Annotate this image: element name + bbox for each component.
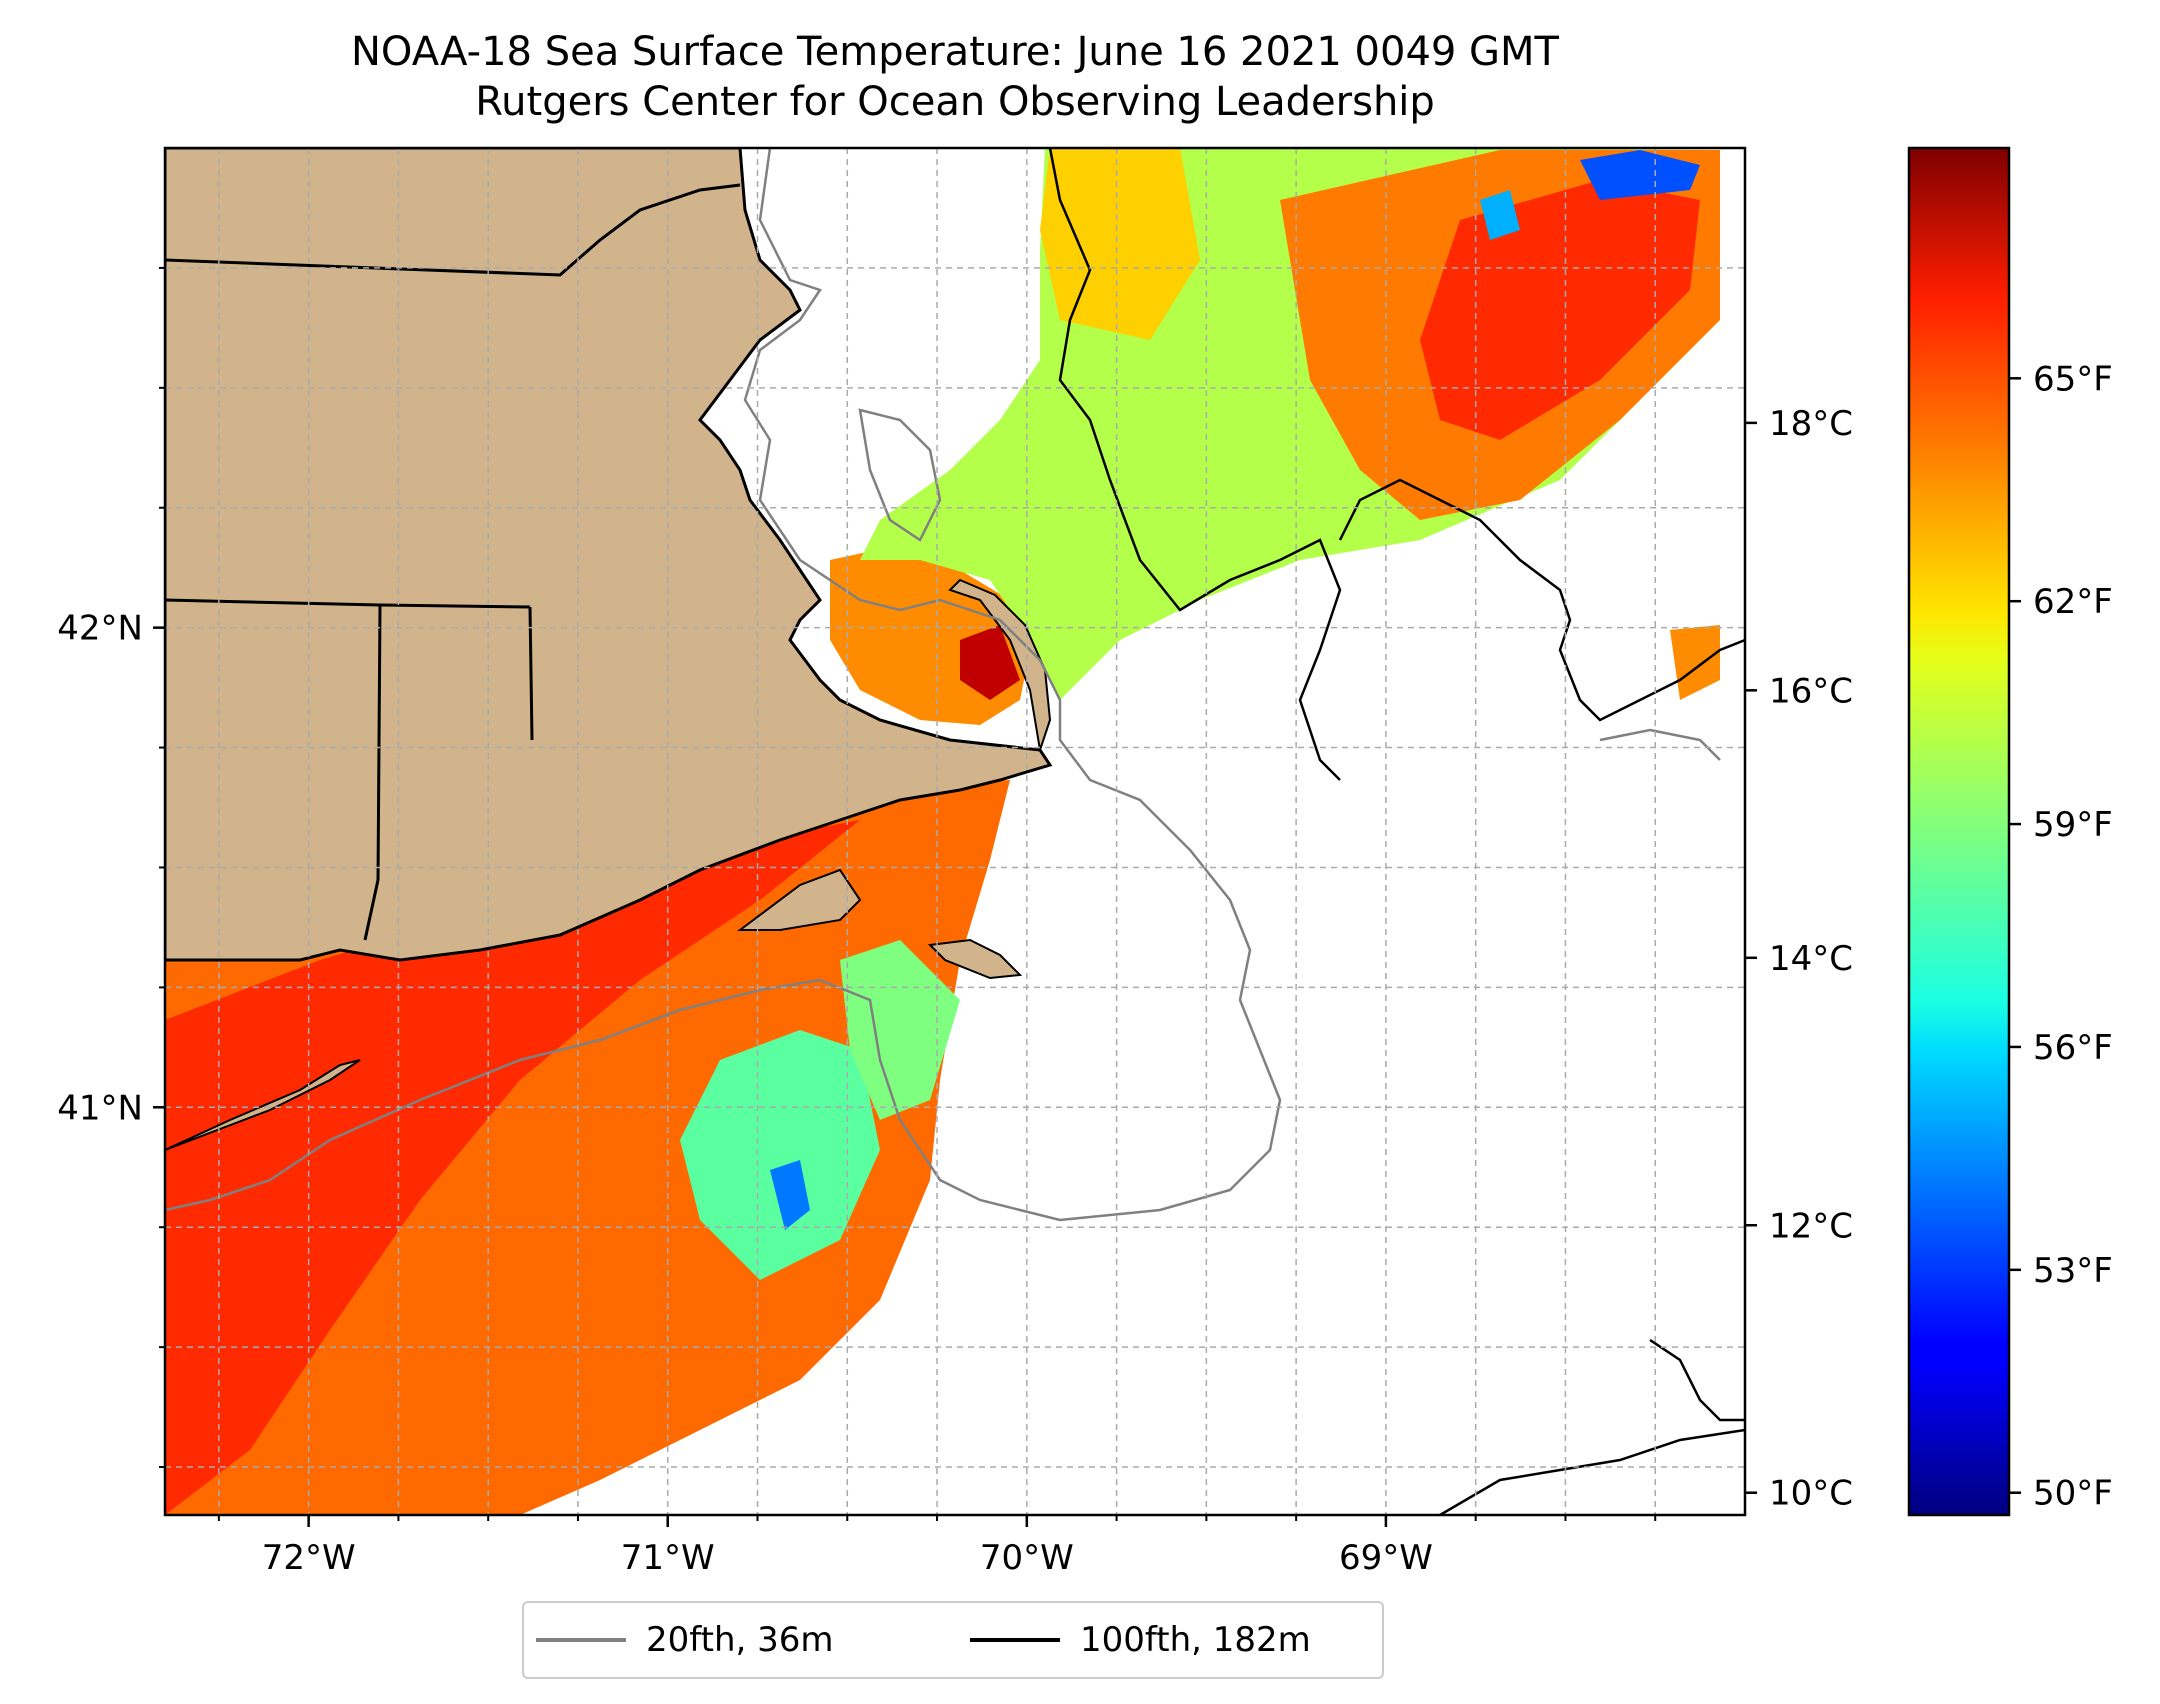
sst-cold-1 [1580, 150, 1700, 200]
colorbar-f-label: 65°F [2033, 359, 2113, 399]
colorbar-f-label: 56°F [2033, 1028, 2113, 1068]
sst-bay-hot [960, 625, 1020, 700]
axis-ticks: 72°W 71°W 70°W 69°W 42°N 41°N [57, 266, 1657, 1578]
lon-tick-label: 69°W [1339, 1538, 1433, 1578]
nantucket [927, 938, 1023, 980]
legend-item-20fth: 20fth, 36m [536, 1603, 834, 1677]
lon-tick-label: 71°W [621, 1538, 715, 1578]
chart-title: NOAA-18 Sea Surface Temperature: June 16… [350, 29, 1559, 75]
sst-cool-patch [680, 1030, 880, 1280]
sst-east-patch [1670, 625, 1720, 700]
land [165, 148, 1053, 1151]
sst-swath-ne-red [1420, 180, 1700, 440]
colorbar-f-label: 62°F [2033, 582, 2113, 622]
map-legend: 20fth, 36m 100fth, 182m [522, 1601, 1384, 1679]
lat-tick-label: 42°N [57, 609, 143, 649]
legend-item-100fth: 100fth, 182m [970, 1603, 1311, 1677]
map-frame [163, 146, 1747, 1517]
lon-tick-label: 70°W [980, 1538, 1074, 1578]
colorbar-f-label: 53°F [2033, 1251, 2113, 1291]
colorbar-f-label: 59°F [2033, 805, 2113, 845]
martha-vineyard [737, 868, 862, 931]
sst-cool-patch-2 [840, 940, 960, 1120]
gridlines [165, 148, 1745, 1515]
state-borders [165, 183, 741, 941]
colorbar-c-label: 14°C [1769, 939, 1853, 979]
colorbar-c-label: 12°C [1769, 1206, 1853, 1246]
isobath-100fth [1048, 148, 1745, 1515]
colorbar [1907, 146, 2011, 1517]
colorbar-c-label: 10°C [1769, 1474, 1853, 1514]
legend-line-gray [536, 1638, 626, 1642]
colorbar-ticks: 50°F 53°F 56°F 59°F 62°F 65°F 10°C 12°C 14°C 16°C… [1745, 359, 2113, 1514]
legend-line-black [970, 1638, 1060, 1642]
new-england-land [165, 148, 1053, 962]
legend-label-100fth: 100fth, 182m [1080, 1620, 1311, 1660]
sst-cold-2 [1480, 190, 1520, 240]
colorbar-c-label: 18°C [1769, 404, 1853, 444]
lon-tick-label: 72°W [262, 1538, 356, 1578]
long-island [165, 1059, 361, 1151]
sst-swath-south-red [165, 820, 860, 1515]
sst-data [165, 148, 1720, 1515]
sst-cold-patch [770, 1160, 810, 1230]
legend-label-20fth: 20fth, 36m [646, 1620, 834, 1660]
cape-cod [948, 578, 1052, 751]
colorbar-c-label: 16°C [1769, 671, 1853, 711]
lat-tick-label: 41°N [57, 1088, 143, 1128]
chart-subtitle: Rutgers Center for Ocean Observing Leade… [475, 79, 1435, 125]
isobath-20fth [165, 148, 1721, 1222]
colorbar-f-label: 50°F [2033, 1474, 2113, 1514]
